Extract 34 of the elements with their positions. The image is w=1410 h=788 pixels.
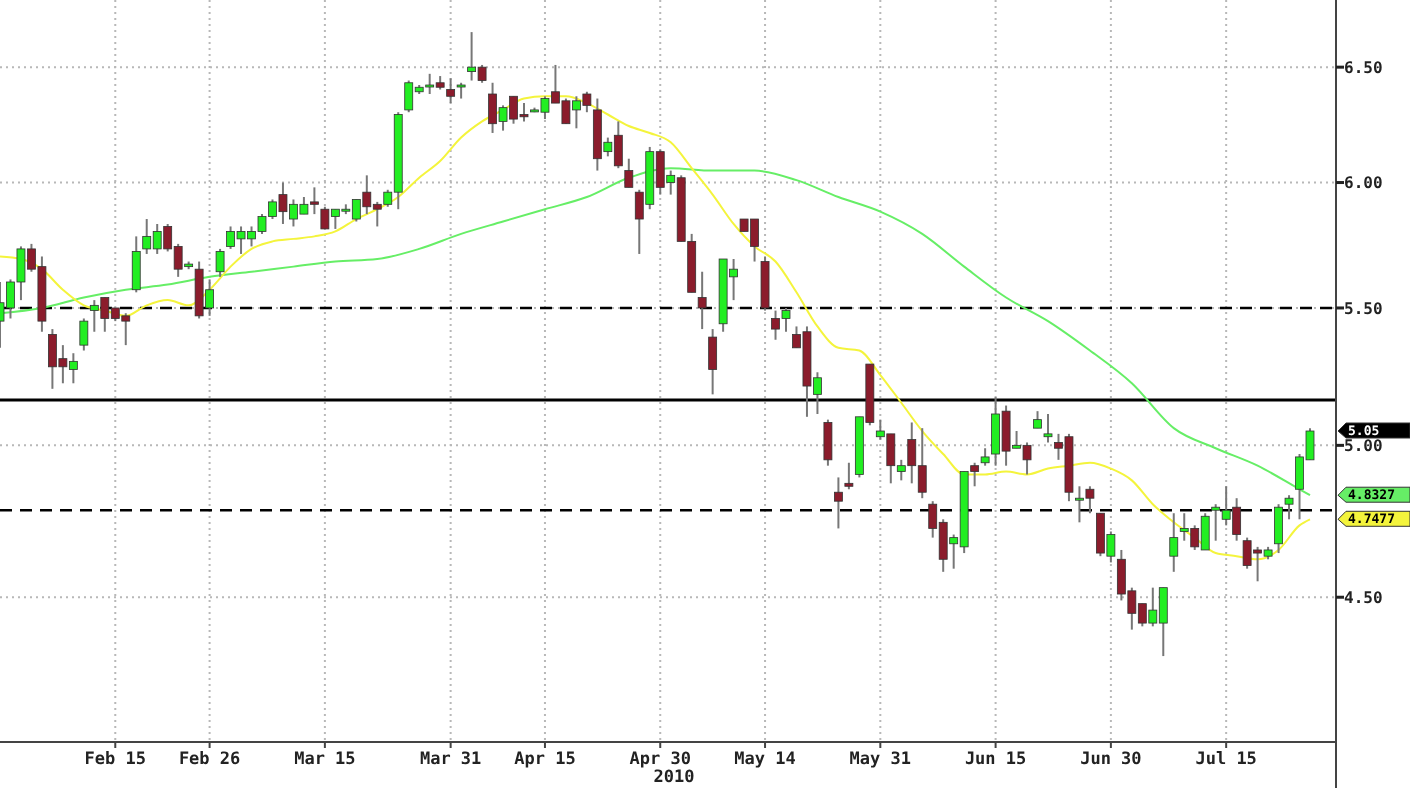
x-tick-label: Jun 30 — [1080, 750, 1142, 770]
y-tick-label: 6.00 — [1344, 174, 1383, 193]
candlestick — [1284, 494, 1294, 521]
y-tick-label: 5.00 — [1344, 436, 1383, 455]
candlestick — [708, 328, 718, 396]
candlestick — [760, 255, 770, 312]
x-tick-label: Feb 15 — [84, 750, 146, 770]
candlestick — [624, 157, 634, 189]
line-series — [0, 95, 1311, 561]
text: 2010 — [653, 768, 695, 788]
y-tick-label: 4.50 — [1344, 588, 1383, 607]
candlestick — [79, 317, 89, 352]
candlestick — [1169, 512, 1179, 573]
x-tick-label: Feb 26 — [178, 750, 241, 770]
x-tick-label: May 14 — [734, 750, 796, 770]
y-tick-label: 5.50 — [1344, 299, 1383, 318]
x-tick-label: Mar 31 — [419, 750, 482, 770]
candlestick — [834, 476, 843, 530]
x-tick-label: Mar 15 — [294, 750, 356, 770]
x-tick-label: Apr 15 — [514, 750, 576, 770]
candlestick — [1274, 503, 1283, 555]
y-tick-label: 6.50 — [1344, 58, 1383, 77]
x-tick-label: Jul 15 — [1195, 750, 1257, 770]
x-tick-label: Jun 15 — [964, 750, 1027, 770]
x-tick-label: Apr 30 — [629, 750, 691, 770]
candlestick — [446, 77, 456, 105]
candlestick — [844, 461, 854, 491]
candlestick — [823, 418, 833, 467]
candlestick — [1043, 412, 1053, 444]
candlestick — [131, 235, 141, 294]
candlestick — [215, 247, 225, 278]
x-tick-label: May 31 — [849, 750, 912, 770]
candlestick — [697, 270, 707, 331]
line-series — [0, 167, 1311, 497]
